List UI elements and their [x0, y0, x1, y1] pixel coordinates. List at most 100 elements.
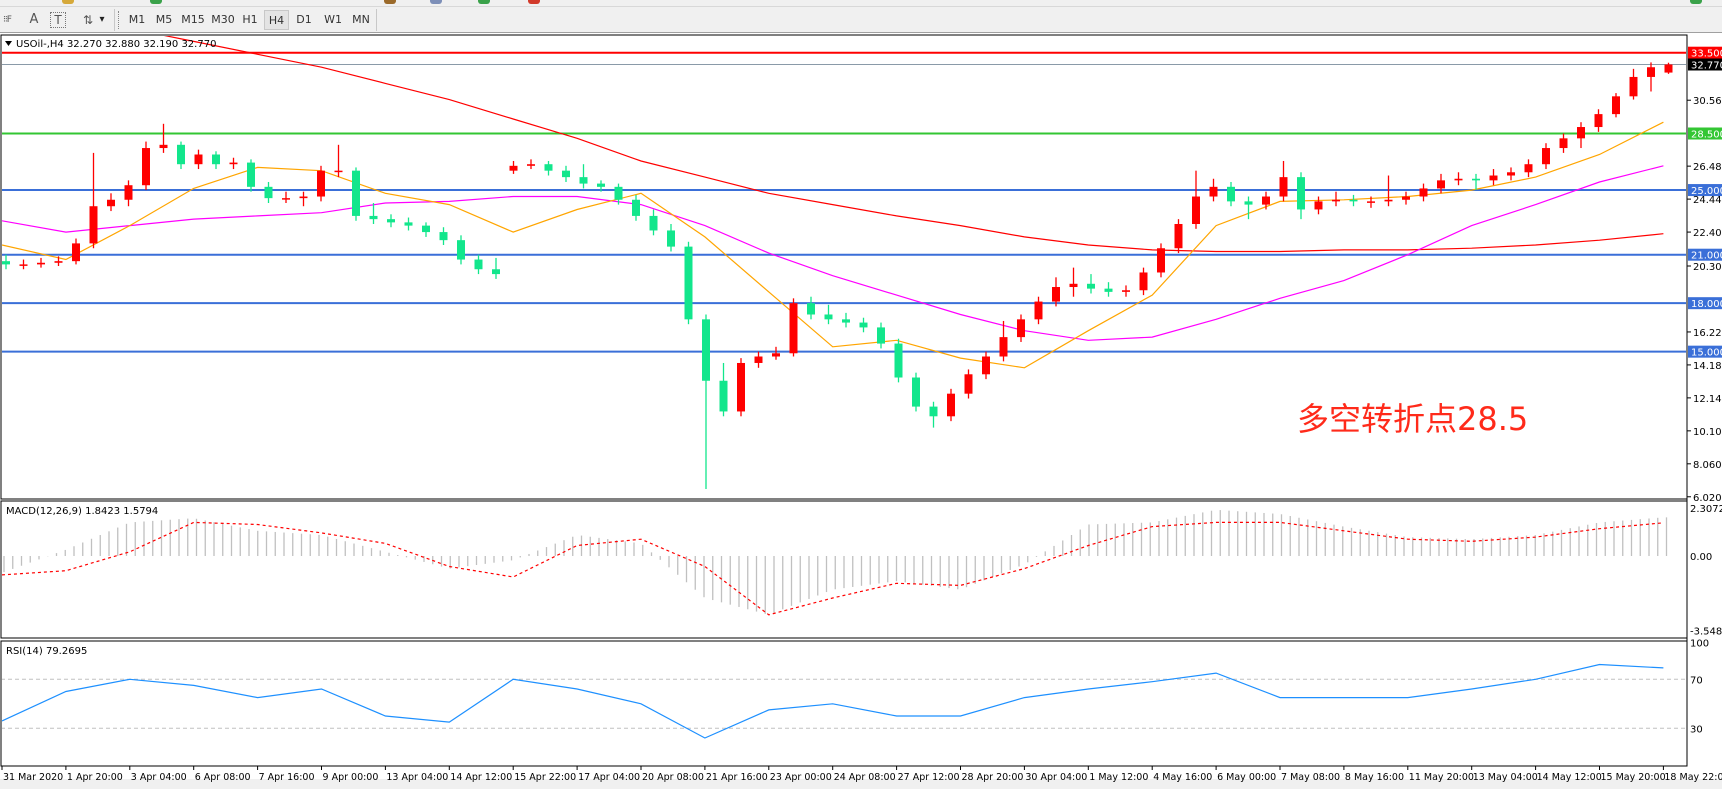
toolbar-icon-fragment[interactable] [528, 0, 540, 4]
candle[interactable] [474, 254, 483, 275]
arrows-icon[interactable]: ⇅ [82, 13, 94, 27]
candle[interactable] [1104, 282, 1113, 297]
candle[interactable] [649, 209, 658, 236]
timeframe-m5[interactable]: M5 [155, 13, 173, 26]
candle[interactable] [859, 317, 868, 333]
timeframe-m30[interactable]: M30 [211, 13, 235, 26]
candle[interactable] [1139, 267, 1148, 296]
candle[interactable] [1332, 191, 1340, 207]
candle[interactable] [1472, 173, 1480, 191]
collapse-triangle-icon[interactable] [5, 41, 12, 46]
candle[interactable] [54, 256, 63, 267]
candle[interactable] [1489, 169, 1498, 186]
candle[interactable] [107, 193, 115, 212]
candle[interactable] [509, 160, 518, 174]
candle[interactable] [1279, 160, 1288, 202]
candle[interactable] [1227, 181, 1235, 207]
candle[interactable] [229, 157, 238, 170]
candle[interactable] [964, 369, 973, 399]
candle[interactable] [1419, 183, 1428, 202]
rsi-panel[interactable] [1, 663, 1687, 739]
toolbar-icon-fragment[interactable] [62, 0, 74, 4]
candle[interactable] [982, 351, 990, 380]
text-icon[interactable]: A [29, 12, 39, 27]
candle[interactable] [579, 164, 588, 189]
candle[interactable] [1297, 172, 1305, 220]
candle[interactable] [1314, 196, 1323, 215]
timeframe-d1[interactable]: D1 [296, 13, 312, 26]
candle[interactable] [527, 159, 535, 170]
candle[interactable] [684, 241, 693, 325]
candle[interactable] [142, 141, 150, 191]
candle[interactable] [1384, 175, 1393, 207]
candle[interactable] [1017, 314, 1025, 342]
macd-panel[interactable] [2, 510, 1668, 616]
candle[interactable] [282, 191, 290, 203]
candle[interactable] [1647, 62, 1655, 92]
timeframe-m1[interactable]: M1 [128, 13, 146, 26]
candle[interactable] [1542, 143, 1550, 170]
candle[interactable] [1367, 196, 1375, 208]
toolbar-icon-fragment[interactable] [430, 0, 442, 4]
candle[interactable] [1402, 191, 1410, 205]
candle[interactable] [789, 298, 798, 357]
candle[interactable] [1122, 285, 1130, 297]
grid-icon[interactable]: ⁝⁝F [3, 15, 12, 25]
text-label-icon[interactable]: T [50, 12, 66, 28]
candle[interactable] [894, 338, 903, 383]
candle[interactable] [177, 141, 185, 170]
candle[interactable] [422, 222, 430, 237]
toolbar-icon-fragment[interactable] [384, 0, 396, 4]
timeframe-m15[interactable]: M15 [181, 13, 205, 26]
candle[interactable] [299, 191, 308, 207]
arrows-dropdown-chevron-icon[interactable]: ▾ [99, 14, 105, 25]
toolbar-icon-fragment[interactable] [478, 0, 490, 4]
candle[interactable] [72, 238, 80, 265]
main-price-panel[interactable]: 多空转折点28.5 [1, 0, 1687, 490]
candle[interactable] [352, 167, 360, 221]
candle[interactable] [719, 362, 728, 417]
candle[interactable] [1612, 93, 1620, 118]
candle[interactable] [317, 165, 325, 202]
toolbar-grip[interactable] [118, 11, 121, 29]
candle[interactable] [334, 144, 343, 178]
timeframe-h1[interactable]: H1 [242, 13, 258, 26]
candle[interactable] [632, 194, 640, 221]
candle[interactable] [1594, 109, 1603, 132]
candle[interactable] [597, 180, 605, 192]
candle[interactable] [1664, 62, 1673, 74]
candle[interactable] [439, 227, 448, 246]
candle[interactable] [369, 202, 378, 224]
candle[interactable] [159, 123, 168, 153]
candle[interactable] [702, 314, 710, 490]
candle[interactable] [947, 388, 955, 422]
candle[interactable] [457, 235, 465, 265]
candle[interactable] [2, 254, 10, 270]
candle[interactable] [1559, 133, 1568, 153]
candle[interactable] [772, 346, 780, 360]
candle[interactable] [912, 372, 920, 412]
candle[interactable] [89, 152, 98, 249]
toolbar-icon-fragment[interactable] [1690, 0, 1702, 4]
candle[interactable] [247, 159, 255, 192]
candle[interactable] [614, 183, 623, 205]
candle[interactable] [999, 320, 1008, 362]
candle[interactable] [1157, 243, 1165, 278]
candle[interactable] [1087, 274, 1095, 294]
candle[interactable] [1629, 68, 1638, 100]
candle[interactable] [264, 181, 273, 203]
timeframe-mn[interactable]: MN [352, 13, 370, 26]
candle[interactable] [1209, 178, 1218, 202]
candle[interactable] [1069, 267, 1078, 297]
candle[interactable] [1034, 296, 1043, 325]
candle[interactable] [562, 165, 570, 182]
candle[interactable] [387, 214, 395, 228]
candle[interactable] [807, 296, 815, 320]
candle[interactable] [929, 401, 938, 428]
candle[interactable] [19, 259, 28, 270]
candle[interactable] [37, 257, 45, 268]
candle[interactable] [1244, 196, 1253, 220]
candle[interactable] [1507, 167, 1515, 181]
candle[interactable] [212, 151, 220, 170]
